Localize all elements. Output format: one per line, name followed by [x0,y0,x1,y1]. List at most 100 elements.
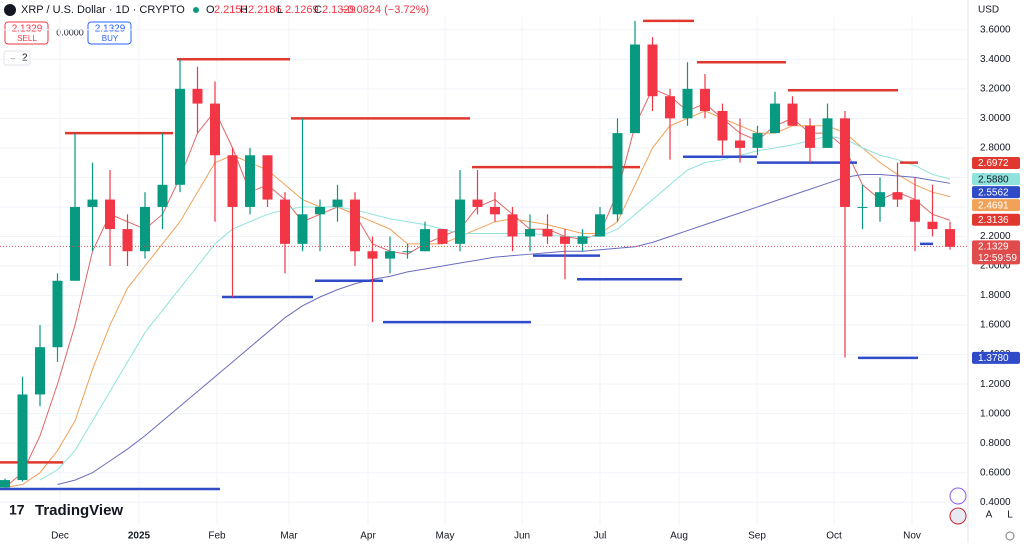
candle-body [385,251,395,259]
candle-body [665,96,675,119]
x-tick-label: Sep [748,531,766,542]
candle-body [210,103,220,156]
candle-body [945,229,955,247]
indicators-toggle[interactable] [3,50,31,66]
y-tick-label: 2.8000 [980,143,1011,154]
price-tag-label: 2.3136 [978,215,1009,226]
price-tag [972,157,1020,170]
buy-button[interactable] [87,21,132,45]
candle-body [105,199,115,230]
x-tick-label: Aug [670,531,688,542]
candle-body [437,229,448,244]
x-tick-label: May [436,531,455,542]
candle-body [630,44,640,134]
spread: 0.0000 [56,27,84,37]
candle-body [822,118,833,148]
candle-body [927,221,938,230]
candle-body [455,199,465,244]
candle-body [542,229,553,237]
x-tick-label: Dec [51,531,69,542]
candle-body [507,214,518,237]
candle-body [577,236,588,244]
ohlc-key: O [206,4,215,16]
y-tick-label: 3.6000 [980,24,1011,35]
ohlc-value: 2.1329 [322,4,356,16]
candle-body [332,199,343,207]
sell-price[interactable]: 2.1329 [12,24,43,35]
buy-price[interactable]: 2.1329 [95,24,126,35]
price-tag-label: 1.3780 [978,353,1009,364]
y-tick-label: 1.2000 [980,379,1011,390]
candle-body [805,125,815,148]
candle-body [875,192,885,207]
button-auto[interactable]: A [986,510,993,521]
candle-body [280,199,290,244]
indicators-count[interactable]: 2 [22,53,28,64]
flag-icon[interactable] [949,507,967,525]
candle-body [52,280,63,348]
y-tick-label: 1.0000 [980,408,1011,419]
settings-icon[interactable] [1005,531,1015,541]
candle-body [122,229,133,252]
candle-body [35,347,45,395]
y-tick-label: 3.4000 [980,54,1011,65]
candle-body [420,229,430,252]
price-tag-label: 2.4691 [978,200,1009,211]
candle-body [472,199,483,207]
price-tag [972,351,1020,364]
candle-body [910,199,920,222]
candle-body [402,251,413,253]
sell-label[interactable]: SELL [17,34,37,43]
candle-body [647,44,658,97]
x-tick-label: Jun [514,531,530,542]
buy-label[interactable]: BUY [102,34,119,43]
candle-body [367,251,378,259]
price-tag [972,213,1020,226]
candle-body [840,118,850,207]
currency[interactable]: USD [978,5,999,16]
x-tick-label: Nov [903,531,921,542]
candle-body [770,103,780,134]
candle-body [192,88,203,104]
ohlc-value: 2.2153 [214,4,248,16]
candle-body [227,155,238,207]
sell-button[interactable] [4,21,49,45]
indicators-arrow[interactable]: ⌄ [10,53,17,62]
candle-body [682,88,693,119]
candle-body [87,199,98,207]
candle-body [787,103,798,126]
candle-body [595,214,605,237]
candle-body [752,133,763,148]
y-tick-label: 0.4000 [980,497,1011,508]
price-tag [972,240,1020,265]
candle-body [297,214,308,244]
candle-body [0,480,10,488]
candle-body [157,184,168,207]
brand: TradingView [35,502,123,519]
price-tag-label: 2.6972 [978,158,1009,169]
candle-body [262,155,273,200]
button-log[interactable]: L [1007,510,1013,521]
candle-body [560,236,570,244]
price-tag-label: 2.5562 [978,187,1009,198]
candle-body [525,229,535,237]
candle-body [700,88,710,111]
candle-body [857,206,868,208]
moving-average [39,135,951,481]
y-tick-label: 0.6000 [980,467,1011,478]
y-tick-label: 2.0000 [980,261,1011,272]
x-tick-label: 2025 [128,531,151,542]
price-tag-label: 2.1329 [978,242,1009,253]
candle-body [245,155,255,207]
assistant-icon[interactable] [949,487,967,505]
x-tick-label: Apr [360,531,376,542]
ohlc-key: H [240,4,248,16]
y-tick-label: 2.2000 [980,231,1011,242]
candle-body [350,199,360,252]
x-tick-label: Oct [826,531,842,542]
x-tick-label: Jul [594,531,607,542]
candle-body [17,394,28,481]
